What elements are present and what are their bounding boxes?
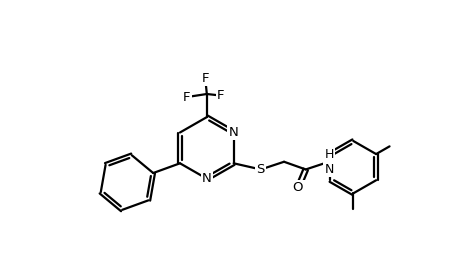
Text: H
N: H N: [324, 148, 334, 176]
Text: S: S: [256, 163, 265, 176]
Text: O: O: [293, 181, 303, 194]
Text: F: F: [217, 89, 224, 102]
Text: N: N: [202, 172, 212, 185]
Text: F: F: [183, 90, 191, 104]
Text: N: N: [229, 126, 239, 139]
Text: F: F: [202, 72, 209, 85]
